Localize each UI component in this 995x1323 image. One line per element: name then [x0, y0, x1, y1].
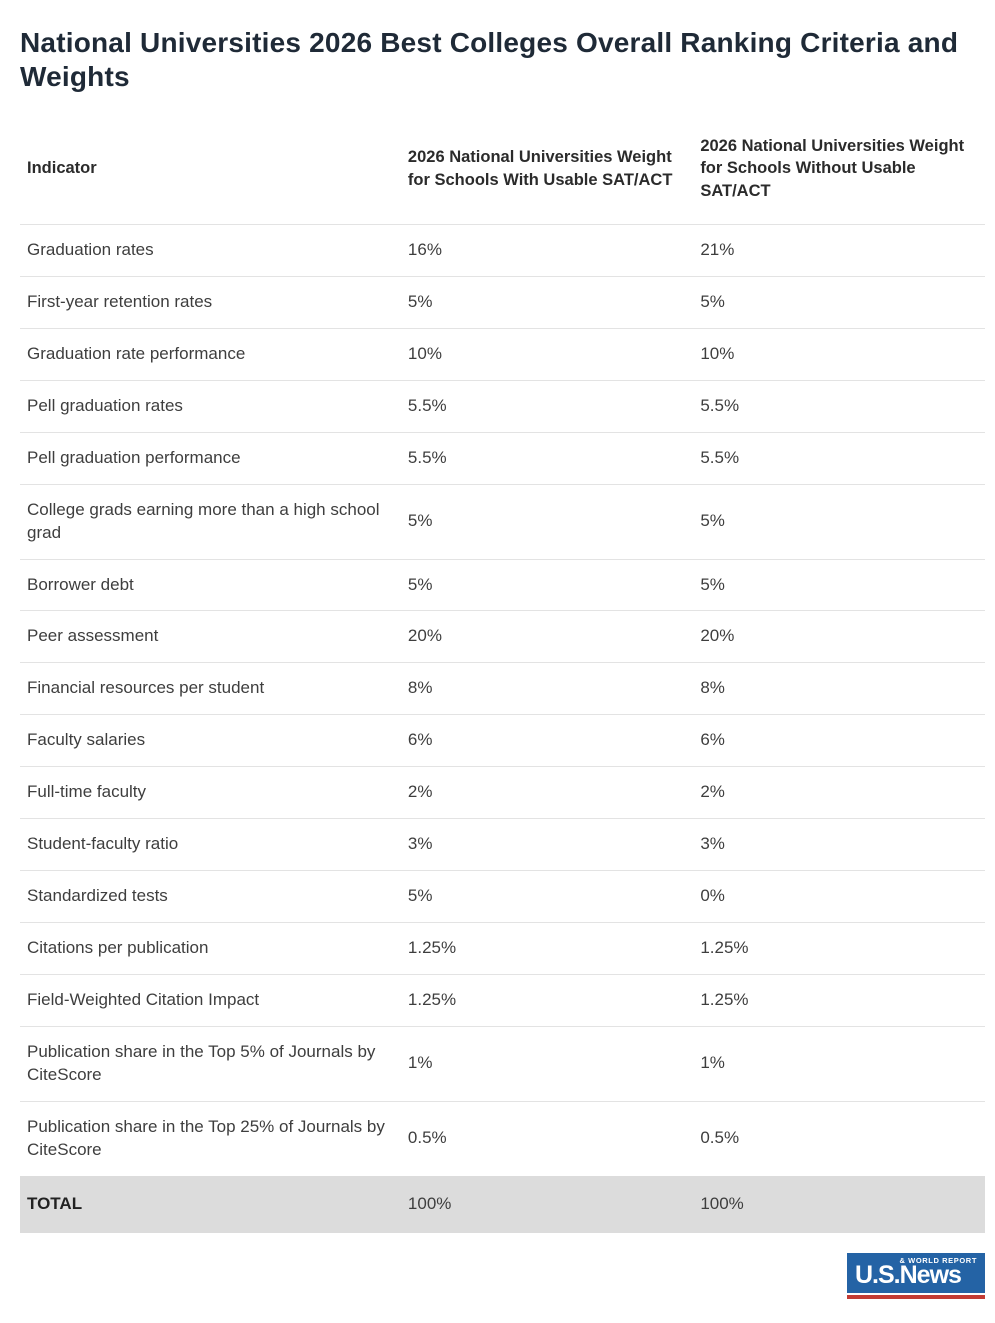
table-row: Citations per publication 1.25% 1.25%	[20, 922, 985, 975]
table-row: Full-time faculty 2% 2%	[20, 766, 985, 819]
weight-with-sat-cell: 1.25%	[407, 974, 701, 1027]
indicator-cell: Financial resources per student	[20, 662, 408, 715]
page-title: National Universities 2026 Best Colleges…	[20, 27, 959, 92]
weight-with-sat-cell: 10%	[407, 327, 701, 381]
indicator-cell: Pell graduation rates	[20, 379, 408, 433]
logo-world-report-text: & WORLD REPORT	[899, 1255, 977, 1265]
table-row: Faculty salaries 6% 6%	[20, 714, 985, 767]
indicator-cell: Graduation rate performance	[20, 327, 408, 381]
weight-with-sat-cell: 1%	[407, 1025, 701, 1102]
weight-without-sat-cell: 5.5%	[700, 379, 985, 433]
indicator-cell: Full-time faculty	[20, 766, 408, 819]
table-row: Graduation rate performance 10% 10%	[20, 327, 985, 381]
table-row: College grads earning more than a high s…	[20, 483, 985, 560]
total-with-sat-cell: 100%	[407, 1175, 701, 1233]
weight-with-sat-cell: 2%	[407, 766, 701, 819]
indicator-cell: Citations per publication	[20, 922, 408, 975]
weight-without-sat-cell: 1.25%	[700, 922, 985, 975]
weight-with-sat-cell: 5%	[407, 558, 701, 611]
weight-with-sat-cell: 20%	[407, 610, 701, 663]
indicator-cell: Standardized tests	[20, 870, 408, 923]
weight-without-sat-cell: 21%	[700, 239, 735, 259]
weight-without-sat-cell: 8%	[700, 662, 985, 715]
header-weight-with-sat: 2026 National Universities Weight for Sc…	[407, 125, 701, 225]
total-row: TOTAL 100% 100%	[20, 1175, 985, 1233]
weight-without-sat-cell: 20%	[700, 610, 985, 663]
weight-with-sat-cell: 5.5%	[407, 431, 701, 485]
weight-without-sat-cell: 5%	[700, 275, 985, 329]
weight-with-sat-cell: 5%	[407, 483, 701, 560]
weight-with-sat-cell: 1.25%	[407, 922, 701, 975]
indicator-cell: Publication share in the Top 5% of Journ…	[20, 1025, 408, 1102]
weight-with-sat-cell: 5.5%	[407, 379, 701, 433]
weight-without-sat-cell: 0%	[700, 870, 985, 923]
table-row: Standardized tests 5% 0%	[20, 870, 985, 923]
table-row: Pell graduation rates 5.5% 5.5%	[20, 379, 985, 433]
indicator-cell: Student-faculty ratio	[20, 818, 408, 871]
indicator-cell: First-year retention rates	[20, 275, 408, 329]
weight-without-sat-cell: 0.5%	[700, 1100, 985, 1176]
weight-with-sat-cell: 3%	[407, 818, 701, 871]
weight-without-sat-cell: 1.25%	[700, 974, 985, 1027]
logo-usnews-text: U.S.News	[855, 1261, 962, 1290]
table-row: Pell graduation performance 5.5% 5.5%	[20, 431, 985, 485]
logo-container: & WORLD REPORT U.S.News	[20, 1252, 985, 1299]
usnews-logo: & WORLD REPORT U.S.News	[847, 1252, 985, 1299]
weight-without-sat-cell: 1%	[700, 1025, 985, 1102]
indicator-cell: Graduation rates	[27, 239, 154, 259]
indicator-cell: Faculty salaries	[20, 714, 408, 767]
table-row: Financial resources per student 8% 8%	[20, 662, 985, 715]
logo-red-bar	[847, 1294, 985, 1299]
usnews-logo-box: & WORLD REPORT U.S.News	[847, 1252, 985, 1293]
weight-with-sat-cell: 8%	[407, 662, 701, 715]
weight-without-sat-cell: 6%	[700, 714, 985, 767]
weight-with-sat-cell: 0.5%	[407, 1100, 701, 1176]
indicator-cell: Pell graduation performance	[20, 431, 408, 485]
indicator-cell: College grads earning more than a high s…	[20, 483, 408, 560]
weight-with-sat-cell: 5%	[407, 275, 701, 329]
total-label-cell: TOTAL	[20, 1175, 408, 1233]
indicator-cell: Peer assessment	[20, 610, 408, 663]
table-row: Publication share in the Top 25% of Jour…	[20, 1100, 985, 1176]
table-row: Field-Weighted Citation Impact 1.25% 1.2…	[20, 974, 985, 1027]
indicator-cell: Field-Weighted Citation Impact	[20, 974, 408, 1027]
weight-with-sat-cell: 16%	[407, 239, 442, 259]
indicator-cell: Publication share in the Top 25% of Jour…	[20, 1100, 408, 1176]
weight-without-sat-cell: 10%	[700, 327, 985, 381]
table-row: Student-faculty ratio 3% 3%	[20, 818, 985, 871]
indicator-cell: Borrower debt	[20, 558, 408, 611]
table-row: Borrower debt 5% 5%	[20, 558, 985, 611]
table-row: Graduation rates 16% 21%	[20, 224, 985, 276]
weight-with-sat-cell: 5%	[407, 870, 701, 923]
weight-with-sat-cell: 6%	[407, 714, 701, 767]
table-row: Peer assessment 20% 20%	[20, 610, 985, 663]
weight-without-sat-cell: 2%	[700, 766, 985, 819]
ranking-criteria-table: Indicator 2026 National Universities Wei…	[20, 125, 985, 1233]
table-row: Publication share in the Top 5% of Journ…	[20, 1025, 985, 1102]
weight-without-sat-cell: 5%	[700, 483, 985, 560]
total-without-sat-cell: 100%	[700, 1175, 985, 1233]
table-header-row: Indicator 2026 National Universities Wei…	[20, 125, 985, 225]
weight-without-sat-cell: 5%	[700, 558, 985, 611]
table-row: First-year retention rates 5% 5%	[20, 275, 985, 329]
weight-without-sat-cell: 3%	[700, 818, 985, 871]
header-weight-without-sat: 2026 National Universities Weight for Sc…	[700, 125, 985, 225]
header-indicator: Indicator	[20, 125, 408, 225]
weight-without-sat-cell: 5.5%	[700, 431, 985, 485]
